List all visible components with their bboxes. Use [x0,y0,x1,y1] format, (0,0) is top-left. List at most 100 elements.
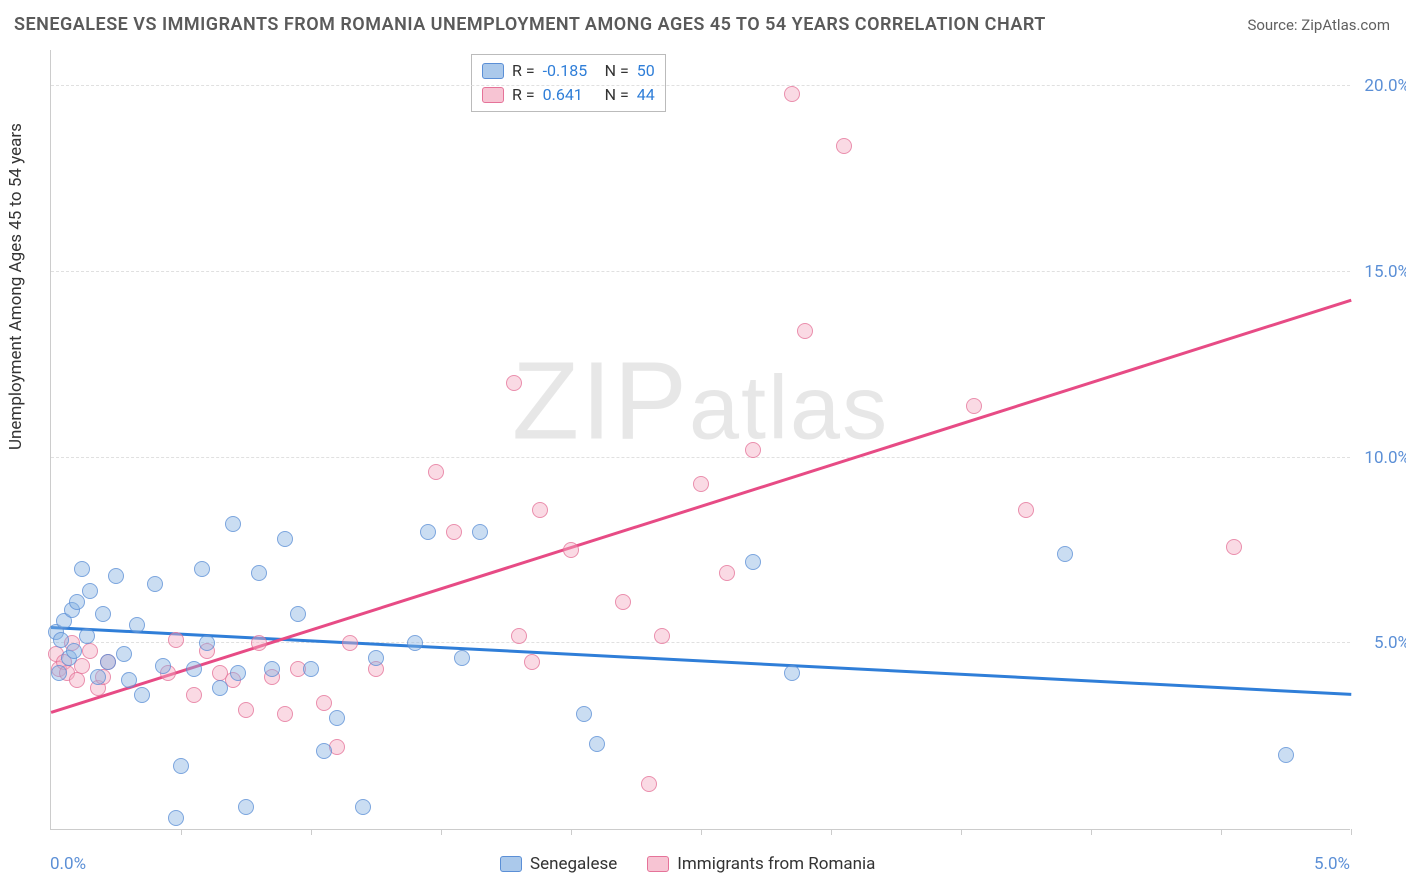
scatter-point-blue [82,583,98,599]
gridline [51,457,1350,458]
r-value: 0.641 [543,83,597,107]
scatter-point-pink [654,628,670,644]
r-value: -0.185 [543,59,597,83]
scatter-point-pink [506,375,522,391]
scatter-point-blue [277,531,293,547]
legend-swatch-blue [482,63,504,79]
scatter-point-blue [420,524,436,540]
scatter-point-pink [693,476,709,492]
scatter-point-pink [784,86,800,102]
scatter-point-blue [100,654,116,670]
scatter-point-pink [316,695,332,711]
scatter-point-blue [454,650,470,666]
scatter-point-pink [511,628,527,644]
gridline [51,271,1350,272]
scatter-point-pink [1018,502,1034,518]
legend-stats-row: R = -0.185 N = 50 [482,59,655,83]
x-tick [961,829,962,835]
scatter-point-pink [797,323,813,339]
scatter-point-blue [745,554,761,570]
watermark: ZIPatlas [512,337,889,464]
trend-line-blue [51,626,1351,695]
scatter-point-blue [784,665,800,681]
n-value: 50 [637,59,655,83]
scatter-point-pink [719,565,735,581]
legend-swatch-pink [647,856,669,872]
scatter-point-blue [576,706,592,722]
scatter-point-pink [1226,539,1242,555]
scatter-point-blue [79,628,95,644]
x-tick [181,829,182,835]
scatter-point-pink [186,687,202,703]
scatter-point-blue [316,743,332,759]
y-tick-label: 20.0% [1364,76,1406,96]
scatter-point-pink [168,632,184,648]
scatter-point-pink [428,464,444,480]
scatter-point-pink [524,654,540,670]
scatter-point-pink [745,442,761,458]
y-tick-label: 10.0% [1364,448,1406,468]
scatter-point-pink [563,542,579,558]
source-prefix: Source: [1247,16,1301,34]
watermark-left: ZIP [512,339,689,462]
y-axis-label: Unemployment Among Ages 45 to 54 years [6,123,26,450]
scatter-point-pink [966,398,982,414]
gridline [51,642,1350,643]
legend-swatch-blue [500,856,522,872]
y-tick-label: 15.0% [1364,262,1406,282]
scatter-point-blue [134,687,150,703]
scatter-point-pink [277,706,293,722]
watermark-right: atlas [689,358,889,458]
source-link[interactable]: ZipAtlas.com [1301,16,1390,34]
source-label: Source: ZipAtlas.com [1247,16,1390,34]
scatter-point-blue [186,661,202,677]
legend-item-blue: Senegalese [500,854,617,874]
scatter-point-blue [472,524,488,540]
n-label: N = [605,59,629,83]
scatter-point-blue [407,635,423,651]
scatter-point-pink [532,502,548,518]
scatter-point-blue [168,810,184,826]
scatter-point-blue [194,561,210,577]
chart-title: SENEGALESE VS IMMIGRANTS FROM ROMANIA UN… [14,14,1046,35]
y-tick-label: 5.0% [1374,633,1406,653]
scatter-point-blue [116,646,132,662]
scatter-point-blue [90,669,106,685]
n-value: 44 [637,83,655,107]
scatter-point-blue [230,665,246,681]
scatter-point-blue [264,661,280,677]
x-tick [571,829,572,835]
scatter-point-blue [1057,546,1073,562]
scatter-point-blue [225,516,241,532]
scatter-point-blue [368,650,384,666]
scatter-point-blue [355,799,371,815]
legend-swatch-pink [482,87,504,103]
scatter-point-blue [303,661,319,677]
x-tick [311,829,312,835]
plot-area: ZIPatlas R =-0.185N =50R =0.641N =44 5.0… [50,50,1350,830]
scatter-point-pink [69,672,85,688]
r-label: R = [512,83,535,107]
x-tick [831,829,832,835]
scatter-point-blue [95,606,111,622]
scatter-point-blue [51,665,67,681]
legend-stats-box: R = -0.185 N = 50 R = 0.641 N = 44 [471,54,666,112]
scatter-point-pink [342,635,358,651]
trend-line-pink [51,299,1352,714]
legend-label: Immigrants from Romania [677,854,875,874]
scatter-point-pink [641,776,657,792]
bottom-legend: Senegalese Immigrants from Romania [500,854,875,874]
scatter-point-blue [199,635,215,651]
scatter-point-blue [129,617,145,633]
scatter-point-blue [155,658,171,674]
r-label: R = [512,59,535,83]
scatter-point-blue [212,680,228,696]
scatter-point-blue [74,561,90,577]
scatter-point-blue [69,594,85,610]
n-label: N = [605,83,629,107]
scatter-point-pink [238,702,254,718]
x-tick [701,829,702,835]
x-axis-end-label: 5.0% [1314,854,1350,874]
legend-label: Senegalese [530,854,617,874]
scatter-point-blue [121,672,137,688]
